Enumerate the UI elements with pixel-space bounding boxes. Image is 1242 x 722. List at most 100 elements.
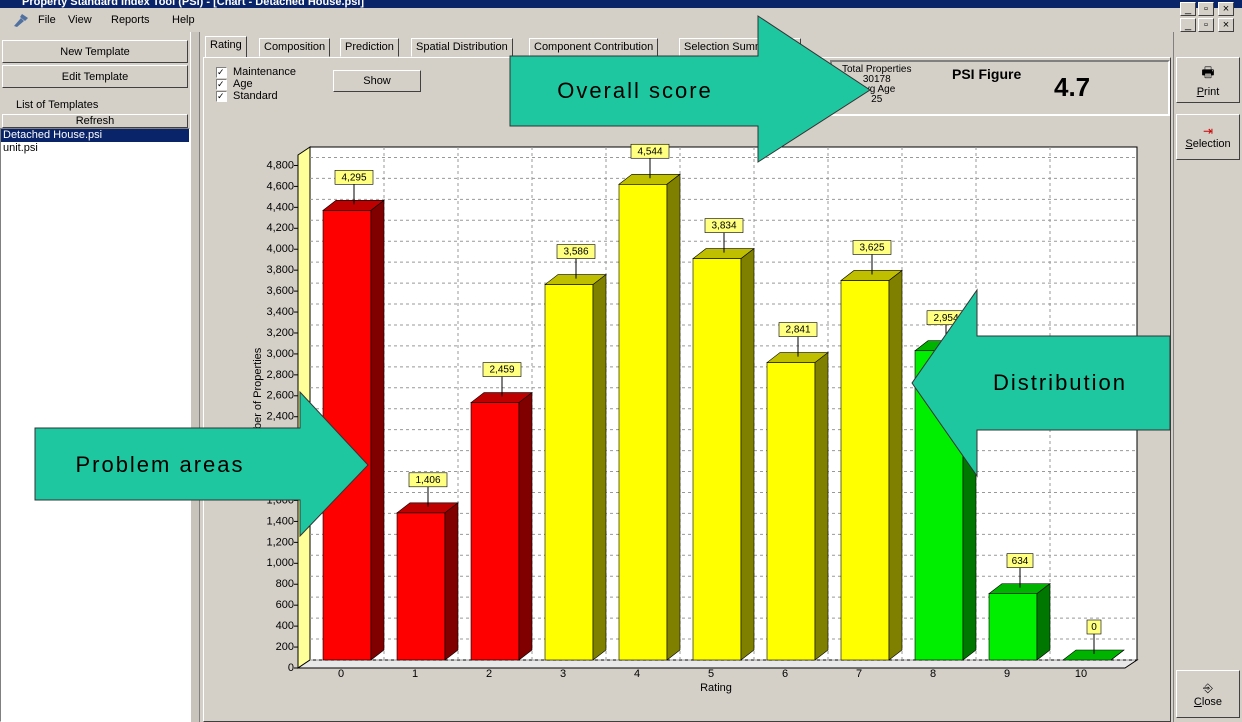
bar-side xyxy=(1110,649,1125,661)
bar-side xyxy=(518,391,533,661)
x-tick-label: 2 xyxy=(486,668,492,680)
value-label: 0 xyxy=(1091,622,1097,633)
filter-options: ✓ Maintenance ✓ Age ✓ Standard xyxy=(216,66,296,102)
psi-value: 4.7 xyxy=(1054,72,1091,102)
menu-item[interactable]: File xyxy=(38,14,56,26)
x-tick-label: 7 xyxy=(856,668,862,680)
x-tick-label: 6 xyxy=(782,668,788,680)
template-item[interactable]: Detached House.psi xyxy=(1,129,189,142)
stat-label: Total Properties xyxy=(842,64,912,75)
window-title: Property Standard Index Tool (PSI) - [Ch… xyxy=(22,0,365,8)
value-label: 4,295 xyxy=(341,172,366,183)
tab[interactable]: Composition xyxy=(259,38,331,57)
value-label: 3,625 xyxy=(859,243,884,254)
value-label-box xyxy=(334,170,374,185)
x-tick-label: 1 xyxy=(412,668,418,680)
close-window[interactable]: × xyxy=(1218,18,1234,32)
minimize[interactable]: _ xyxy=(1180,2,1196,16)
y-tick-label: 2,400 xyxy=(266,411,294,423)
checkbox[interactable]: ✓ Age xyxy=(216,78,253,90)
print-button[interactable]: 🖶 Print xyxy=(1176,57,1240,103)
y-tick-label: 3,200 xyxy=(266,327,294,339)
value-label-box xyxy=(482,362,522,377)
x-tick-label: 9 xyxy=(1004,668,1010,680)
bar xyxy=(840,280,890,661)
value-label: 1,406 xyxy=(415,475,440,486)
bar-side xyxy=(444,502,459,661)
button-label: Show xyxy=(363,75,391,87)
y-tick-label: 200 xyxy=(276,641,294,653)
tab[interactable]: Prediction xyxy=(340,38,399,57)
close-button[interactable]: ⎆ Close xyxy=(1176,670,1240,718)
toolbar xyxy=(1173,32,1242,722)
value-label: 2,954 xyxy=(933,313,958,324)
maximize[interactable]: ▫ xyxy=(1198,18,1214,32)
edit-template-button[interactable]: Edit Template xyxy=(2,65,188,88)
bar xyxy=(322,210,372,661)
bar xyxy=(470,402,520,661)
close-window[interactable]: × xyxy=(1218,2,1234,16)
bar xyxy=(396,512,446,661)
x-axis-label: Rating xyxy=(700,682,732,694)
y-tick-label: 2,800 xyxy=(266,369,294,381)
y-tick-label: 1,400 xyxy=(266,515,294,527)
psi-label: PSI Figure xyxy=(952,66,1022,82)
y-tick-label: 4,400 xyxy=(266,201,294,213)
stat-value: 30178 xyxy=(862,74,891,85)
menu-item[interactable]: Help xyxy=(172,14,195,26)
y-tick-label: 1,200 xyxy=(266,536,294,548)
checkbox[interactable]: ✓ Maintenance xyxy=(216,66,296,78)
minimize[interactable]: _ xyxy=(1180,18,1196,32)
tab[interactable]: Spatial Distribution xyxy=(411,38,513,57)
value-label: 3,834 xyxy=(711,221,736,232)
app-icon xyxy=(14,14,28,27)
value-label: 3,586 xyxy=(563,247,588,258)
bar-side xyxy=(370,199,385,661)
stats-box: Total Properties 30178 Avg Age 25 PSI Fi… xyxy=(830,60,1170,116)
x-tick-label: 5 xyxy=(708,668,714,680)
value-label-box xyxy=(556,244,596,259)
button-label: New Template xyxy=(60,45,130,58)
value-label: 634 xyxy=(1012,556,1029,567)
y-tick-label: 2,200 xyxy=(266,432,294,444)
value-label: 4,544 xyxy=(637,146,662,157)
y-tick-label: 1,800 xyxy=(266,473,294,485)
floor xyxy=(296,659,1139,669)
maximize[interactable]: ▫ xyxy=(1198,2,1214,16)
title-bar: Property Standard Index Tool (PSI) - [Ch… xyxy=(0,0,1242,8)
menu-item[interactable]: View xyxy=(68,14,92,26)
bar xyxy=(988,593,1038,661)
y-tick-label: 2,000 xyxy=(266,453,294,465)
bar-side xyxy=(888,269,903,661)
selection-button[interactable]: ⇥ Selection xyxy=(1176,114,1240,160)
y-tick-label: 4,600 xyxy=(266,180,294,192)
button-label: Refresh xyxy=(75,115,115,127)
y-tick-label: 1,600 xyxy=(266,494,294,506)
button-label: Print xyxy=(1196,86,1220,98)
y-tick-label: 3,000 xyxy=(266,348,294,360)
button-label: Selection xyxy=(1185,138,1231,150)
checkbox-label: Age xyxy=(233,78,253,90)
y-tick-label: 3,400 xyxy=(266,306,294,318)
bar xyxy=(544,284,594,661)
value-label-box xyxy=(704,218,744,233)
y-tick-label: 600 xyxy=(276,599,294,611)
back-wall xyxy=(297,146,311,669)
bar-side xyxy=(1036,583,1051,661)
y-tick-label: 3,800 xyxy=(266,264,294,276)
y-axis-label: Number of Properties xyxy=(252,347,264,452)
x-tick-label: 4 xyxy=(634,668,640,680)
checkbox[interactable]: ✓ Standard xyxy=(216,90,278,102)
stat-value: 25 xyxy=(871,94,883,105)
bar-side xyxy=(666,173,681,661)
splitter xyxy=(190,32,200,722)
show-button[interactable]: Show xyxy=(333,70,421,92)
new-template-button[interactable]: New Template xyxy=(2,40,188,63)
refresh-button[interactable]: Refresh xyxy=(2,114,188,128)
template-item[interactable]: unit.psi xyxy=(3,142,38,154)
bar xyxy=(692,258,742,661)
bar-side xyxy=(814,351,829,661)
bar xyxy=(766,362,816,661)
menu-item[interactable]: Reports xyxy=(111,14,150,26)
